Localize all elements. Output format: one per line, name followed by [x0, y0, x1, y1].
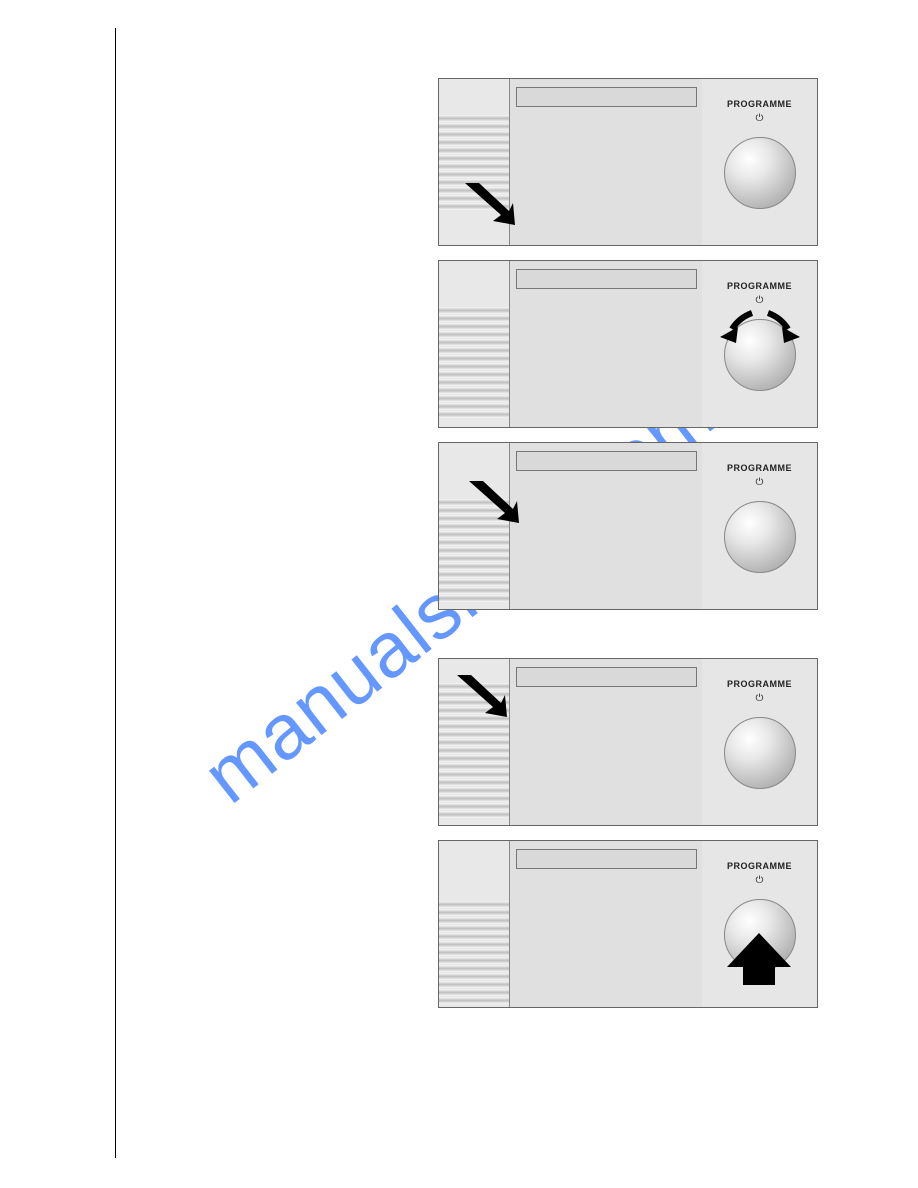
- knob-label: PROGRAMME: [702, 281, 817, 291]
- lcd-display: [516, 269, 697, 289]
- manual-page: manualshive.com PROGRAMME ⏻ PROGRAMME ⏻ …: [0, 0, 918, 1188]
- lcd-display: [516, 849, 697, 869]
- vent-grille: [439, 307, 509, 419]
- programme-knob[interactable]: [724, 137, 796, 209]
- arrow-icon: [461, 181, 517, 229]
- knob-power-icon: ⏻: [702, 875, 817, 886]
- control-panel: PROGRAMME ⏻: [438, 260, 818, 428]
- programme-knob[interactable]: [724, 501, 796, 573]
- knob-zone: PROGRAMME ⏻: [702, 841, 817, 1007]
- knob-power-icon: ⏻: [702, 693, 817, 704]
- control-panel: PROGRAMME ⏻: [438, 840, 818, 1008]
- lcd-display: [516, 451, 697, 471]
- knob-zone: PROGRAMME ⏻: [702, 261, 817, 427]
- display-block: [509, 79, 704, 245]
- rotate-arrows-icon: [702, 299, 817, 399]
- knob-zone: PROGRAMME ⏻: [702, 79, 817, 245]
- vent-grille: [439, 901, 509, 1005]
- lcd-display: [516, 87, 697, 107]
- display-block: [509, 841, 704, 1007]
- display-block: [509, 659, 704, 825]
- knob-label: PROGRAMME: [702, 99, 817, 109]
- knob-label: PROGRAMME: [702, 679, 817, 689]
- push-up-arrow-icon: [719, 933, 799, 993]
- display-block: [509, 443, 704, 609]
- control-panel: PROGRAMME ⏻: [438, 78, 818, 246]
- lcd-display: [516, 667, 697, 687]
- knob-zone: PROGRAMME ⏻: [702, 659, 817, 825]
- display-block: [509, 261, 704, 427]
- knob-power-icon: ⏻: [702, 113, 817, 124]
- margin-rule: [115, 28, 116, 1158]
- arrow-icon: [465, 479, 521, 527]
- control-panel: PROGRAMME ⏻: [438, 658, 818, 826]
- panel-column: PROGRAMME ⏻ PROGRAMME ⏻ PROGRAMME ⏻: [438, 78, 818, 1022]
- programme-knob[interactable]: [724, 717, 796, 789]
- arrow-icon: [453, 673, 509, 721]
- control-panel: PROGRAMME ⏻: [438, 442, 818, 610]
- knob-zone: PROGRAMME ⏻: [702, 443, 817, 609]
- knob-label: PROGRAMME: [702, 861, 817, 871]
- knob-label: PROGRAMME: [702, 463, 817, 473]
- knob-power-icon: ⏻: [702, 477, 817, 488]
